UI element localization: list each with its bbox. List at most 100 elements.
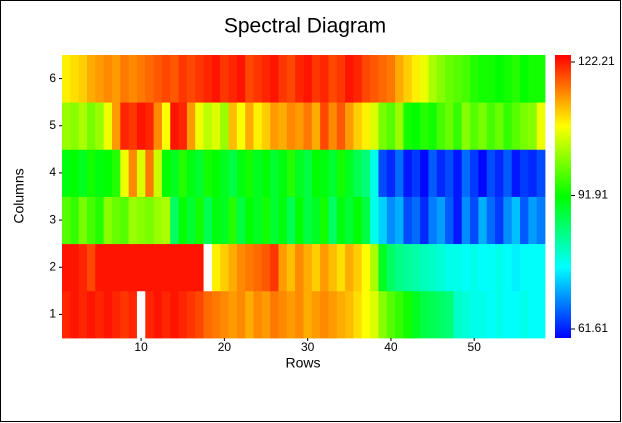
heatmap-cell	[303, 196, 313, 245]
heatmap-cell	[95, 290, 105, 339]
heatmap-cell	[420, 102, 429, 150]
heatmap-cell	[120, 196, 130, 245]
heatmap-cell	[403, 196, 413, 245]
heatmap-cell	[153, 55, 163, 103]
heatmap-cell	[403, 243, 413, 292]
heatmap-cell	[261, 102, 271, 150]
heatmap-cell	[228, 196, 238, 245]
heatmap-cell	[403, 149, 413, 197]
heatmap-cell	[486, 243, 496, 292]
heatmap-cell	[136, 243, 146, 292]
heatmap-cell	[511, 149, 521, 197]
heatmap-cell	[78, 149, 88, 197]
x-tick-label: 50	[468, 340, 482, 354]
heatmap-cell	[361, 196, 371, 245]
heatmap-cell	[470, 243, 479, 292]
heatmap-cell	[178, 290, 188, 339]
heatmap-cell	[395, 102, 404, 150]
heatmap-cell	[328, 290, 338, 339]
heatmap-cell	[345, 196, 354, 245]
heatmap-cell	[520, 196, 529, 245]
heatmap-cell	[528, 149, 538, 197]
heatmap-cell	[62, 55, 71, 103]
heatmap-cell	[145, 55, 155, 103]
heatmap-cell	[420, 55, 429, 103]
heatmap-cell	[395, 149, 404, 197]
heatmap-cell	[253, 243, 263, 292]
heatmap-cell	[70, 243, 80, 292]
heatmap-cell	[186, 196, 196, 245]
heatmap-cell	[320, 102, 329, 150]
heatmap-cell	[136, 149, 146, 197]
heatmap-cell	[111, 196, 121, 245]
heatmap-cell	[103, 196, 113, 245]
heatmap-cell	[295, 243, 304, 292]
heatmap-cell	[161, 102, 171, 150]
heatmap-cell	[211, 243, 221, 292]
heatmap-cell	[470, 149, 479, 197]
heatmap-cell	[370, 102, 379, 150]
heatmap-cell	[386, 102, 396, 150]
heatmap-cell	[511, 196, 521, 245]
heatmap-cell	[128, 243, 138, 292]
heatmap-cell	[478, 149, 488, 197]
heatmap-cell	[428, 102, 438, 150]
heatmap-cell	[328, 196, 338, 245]
heatmap-cell	[203, 55, 213, 103]
heatmap-cell	[353, 243, 363, 292]
heatmap-cell	[336, 243, 346, 292]
heatmap-cell	[428, 55, 438, 103]
heatmap-cell	[253, 102, 263, 150]
heatmap-cell	[345, 243, 354, 292]
heatmap-cell	[145, 102, 155, 150]
heatmap-cell	[128, 149, 138, 197]
heatmap-cell	[420, 149, 429, 197]
heatmap-cell	[161, 149, 171, 197]
heatmap-cell	[195, 55, 204, 103]
heatmap-cell	[278, 149, 288, 197]
heatmap-cell	[228, 102, 238, 150]
heatmap-cell	[436, 290, 446, 339]
heatmap-cell	[278, 290, 288, 339]
heatmap-cell	[411, 196, 421, 245]
heatmap-cell	[120, 55, 130, 103]
heatmap-cell	[245, 149, 254, 197]
heatmap-cell	[111, 102, 121, 150]
heatmap-cell	[328, 149, 338, 197]
heatmap-cell	[86, 196, 96, 245]
heatmap-cell	[286, 149, 296, 197]
heatmap-cell	[445, 149, 454, 197]
colorbar-tick-label: 122.21	[578, 54, 615, 68]
heatmap-cell	[411, 149, 421, 197]
heatmap-cell	[103, 102, 113, 150]
heatmap-cell	[461, 290, 471, 339]
heatmap-cell	[503, 243, 513, 292]
heatmap-cell	[345, 149, 354, 197]
heatmap-cell	[228, 149, 238, 197]
heatmap-cell	[495, 102, 504, 150]
heatmap-cell	[295, 196, 304, 245]
heatmap-cell	[411, 243, 421, 292]
heatmap-cell	[386, 290, 396, 339]
heatmap-cell	[536, 196, 546, 245]
heatmap-cell	[62, 290, 71, 339]
heatmap-cell	[253, 55, 263, 103]
heatmap-cell	[203, 196, 213, 245]
heatmap-cell	[270, 55, 279, 103]
heatmap-cell	[178, 102, 188, 150]
heatmap-cell	[478, 55, 488, 103]
heatmap-cell	[386, 55, 396, 103]
heatmap-cell	[261, 55, 271, 103]
heatmap-cell	[295, 55, 304, 103]
heatmap-cell	[253, 149, 263, 197]
heatmap-cell	[503, 102, 513, 150]
y-tick-label: 6	[49, 71, 56, 85]
heatmap-cell	[170, 196, 179, 245]
heatmap-cell	[136, 290, 146, 339]
heatmap-cell	[220, 196, 229, 245]
heatmap-cell	[511, 290, 521, 339]
heatmap-cell	[136, 196, 146, 245]
heatmap-cell	[136, 55, 146, 103]
heatmap-cell	[161, 55, 171, 103]
heatmap-cell	[520, 149, 529, 197]
